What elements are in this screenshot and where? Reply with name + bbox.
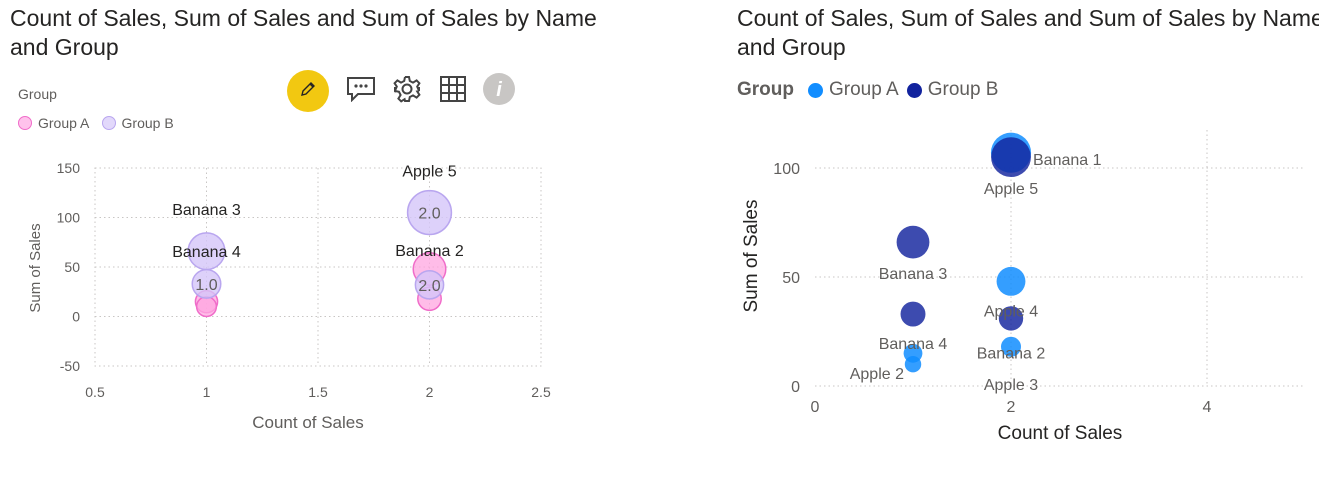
legend-item-group-a[interactable]: Group A: [18, 115, 89, 131]
legend-item-group-b[interactable]: Group B: [906, 79, 999, 101]
data-label: Apple 4: [984, 303, 1038, 320]
data-label: 2.0: [418, 206, 440, 223]
info-button[interactable]: i: [479, 71, 519, 111]
right-legend: Group Group A Group B: [737, 79, 1006, 101]
left-legend-title: Group: [18, 86, 57, 102]
bubble-point: [991, 137, 1031, 178]
bubble-point: [406, 189, 453, 236]
legend-swatch-group-a: [808, 82, 823, 98]
table-icon: [439, 75, 467, 108]
data-label: Apple 3: [984, 377, 1038, 394]
bubble-point: [191, 268, 222, 299]
right-legend-title: Group: [737, 79, 794, 100]
bubble-point: [195, 295, 218, 318]
data-label: Banana 4: [879, 336, 948, 353]
bubble-point: [896, 225, 930, 259]
bubble-point: [904, 355, 922, 373]
comment-button[interactable]: [341, 71, 381, 111]
right-chart-panel: Count of Sales, Sum of Sales and Sum of …: [720, 0, 1319, 487]
visual-toolbar: i: [287, 70, 525, 112]
legend-label-group-b: Group B: [121, 115, 174, 131]
x-tick-label: 0: [811, 399, 820, 416]
left-chart-plot: 0.5 1 1.5 2 2.5 150 100 50 0 -50 Count of Sales Sum…: [27, 160, 551, 432]
legend-swatch-group-a: [18, 116, 32, 130]
legend-label-group-b: Group B: [927, 79, 999, 100]
data-label: Apple 2: [850, 366, 904, 383]
data-label: Banana 3: [172, 202, 241, 219]
legend-label-group-a: Group A: [829, 79, 899, 100]
y-axis-label: Sum of Sales: [27, 223, 44, 312]
data-label: Banana 3: [879, 266, 948, 283]
bubble-point: [900, 301, 926, 327]
info-icon: i: [482, 72, 516, 111]
x-tick-label: 4: [1203, 399, 1212, 416]
y-tick-label: 100: [57, 210, 81, 226]
data-label: Banana 1: [1033, 152, 1102, 169]
x-tick-label: 2: [426, 384, 434, 400]
y-tick-label: 100: [773, 161, 800, 178]
y-tick-label: -50: [60, 358, 80, 374]
edit-button[interactable]: [287, 70, 329, 112]
left-legend: Group Group A Group B: [18, 86, 182, 134]
x-tick-label: 2: [1007, 399, 1016, 416]
comment-icon: [346, 76, 376, 107]
data-label: Banana 2: [395, 243, 464, 260]
legend-swatch-group-b: [906, 82, 922, 98]
legend-swatch-group-b: [101, 116, 116, 130]
legend-item-group-b[interactable]: Group B: [101, 115, 174, 131]
legend-label-group-a: Group A: [38, 115, 90, 131]
table-view-button[interactable]: [433, 71, 473, 111]
bubble-point: [1000, 336, 1022, 357]
data-label: Banana 4: [172, 244, 241, 261]
settings-button[interactable]: [387, 71, 427, 111]
data-label: Apple 5: [984, 181, 1038, 198]
x-axis-label: Count of Sales: [252, 413, 364, 432]
y-tick-label: 150: [57, 160, 81, 176]
x-tick-label: 0.5: [85, 384, 105, 400]
gear-icon: [392, 74, 422, 109]
y-tick-label: 50: [64, 259, 80, 275]
right-chart-plot: 0 2 4 100 50 0 Count of Sales Sum of Sales Banan…: [741, 130, 1305, 444]
y-tick-label: 0: [791, 379, 800, 396]
x-tick-label: 1: [203, 384, 211, 400]
bubble-point: [998, 306, 1024, 331]
data-label: Apple 5: [402, 164, 456, 181]
bubble-point: [414, 269, 445, 300]
bubble-point: [996, 266, 1026, 296]
svg-text:i: i: [496, 79, 502, 101]
pencil-icon: [298, 79, 318, 104]
data-label: 2.0: [418, 278, 440, 295]
x-tick-label: 1.5: [308, 384, 328, 400]
left-chart-panel: Count of Sales, Sum of Sales and Sum of …: [0, 0, 640, 487]
y-axis-label: Sum of Sales: [741, 200, 762, 313]
data-label: 1.0: [195, 277, 217, 294]
y-tick-label: 50: [782, 270, 800, 287]
left-chart-title: Count of Sales, Sum of Sales and Sum of …: [10, 5, 597, 60]
x-axis-label: Count of Sales: [998, 423, 1123, 444]
y-tick-label: 0: [72, 309, 80, 325]
right-chart-title: Count of Sales, Sum of Sales and Sum of …: [737, 5, 1319, 60]
x-tick-label: 2.5: [531, 384, 551, 400]
data-label: Banana 2: [977, 345, 1046, 362]
legend-item-group-a[interactable]: Group A: [808, 79, 899, 101]
